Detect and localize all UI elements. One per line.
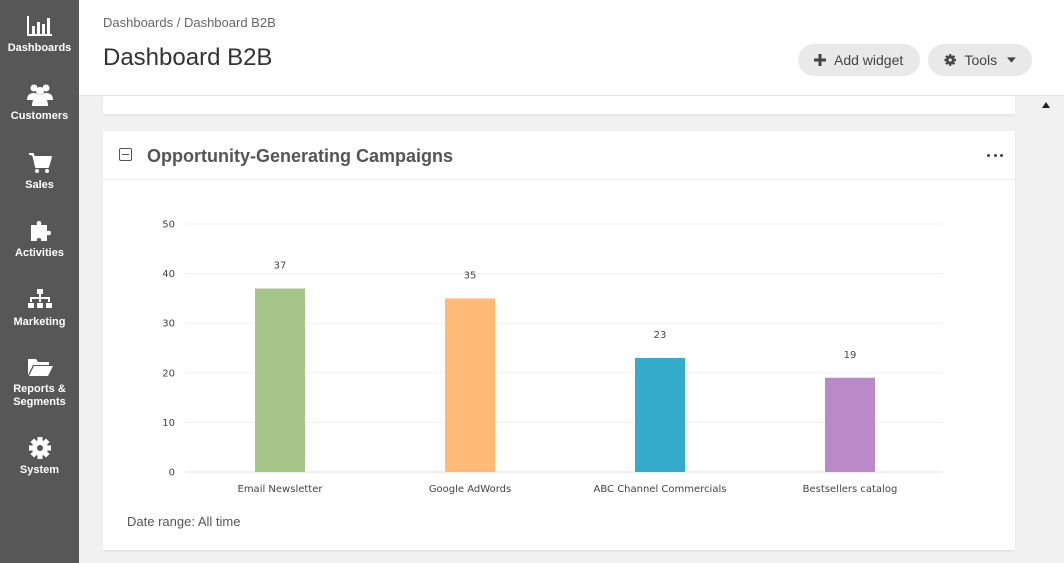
plus-icon xyxy=(814,54,826,66)
sidebar-item-dashboards[interactable]: Dashboards xyxy=(0,14,79,55)
breadcrumb-root-link[interactable]: Dashboards xyxy=(103,15,174,30)
more-options-icon[interactable] xyxy=(987,147,1003,163)
sidebar-label-reports-line2: Segments xyxy=(13,396,66,408)
page-title: Dashboard B2B xyxy=(103,44,273,71)
sidebar-label-reports-line1: Reports & xyxy=(13,383,66,395)
gear-icon xyxy=(944,54,956,66)
sidebar-item-system[interactable]: System xyxy=(0,436,79,477)
sidebar-item-sales[interactable]: Sales xyxy=(0,151,79,192)
sidebar-label-customers: Customers xyxy=(10,110,69,122)
bar-chart-icon xyxy=(26,16,52,36)
date-range-label: Date range: All time xyxy=(127,514,241,529)
campaigns-bar-chart: 0 10 20 30 40 50 37 35 23 19 Email Newsletter Goo… xyxy=(162,220,943,495)
gear-icon xyxy=(28,437,51,459)
sidebar-item-reports-segments[interactable]: Reports & Segments xyxy=(0,355,79,409)
bar[interactable] xyxy=(635,357,685,472)
breadcrumb: Dashboards / Dashboard B2B xyxy=(103,15,276,30)
chart-grid xyxy=(185,223,943,473)
sidebar-item-customers[interactable]: Customers xyxy=(0,82,79,123)
x-tick-label: Email Newsletter xyxy=(238,484,324,495)
sidebar-item-marketing[interactable]: Marketing xyxy=(0,288,79,329)
puzzle-icon xyxy=(30,221,51,241)
sidebar-label-reports: Reports & Segments xyxy=(0,383,79,409)
previous-widget-bottom-edge xyxy=(103,96,1015,115)
data-label: 35 xyxy=(464,270,477,281)
y-tick-label: 20 xyxy=(162,368,175,379)
y-tick-label: 10 xyxy=(162,418,175,429)
breadcrumb-current: Dashboard B2B xyxy=(183,15,276,30)
x-tick-label: Bestsellers catalog xyxy=(803,484,898,495)
sidebar-label-marketing: Marketing xyxy=(13,316,66,328)
add-widget-label: Add widget xyxy=(834,52,904,68)
sitemap-icon xyxy=(27,289,52,308)
sidebar-item-activities[interactable]: Activities xyxy=(0,219,79,260)
bar[interactable] xyxy=(255,288,305,472)
scroll-up-arrow-icon[interactable] xyxy=(1042,102,1050,108)
data-label: 23 xyxy=(654,330,667,341)
x-tick-label: Google AdWords xyxy=(429,484,511,495)
shopping-cart-icon xyxy=(28,153,52,173)
sidebar-label-system: System xyxy=(19,464,60,476)
y-tick-label: 0 xyxy=(169,468,175,479)
main-sidebar: Dashboards Customers Sales Activities xyxy=(0,0,79,563)
bar[interactable] xyxy=(445,298,495,472)
sidebar-label-dashboards: Dashboards xyxy=(7,42,72,54)
collapse-icon[interactable] xyxy=(119,148,132,161)
chart-bars: 37 35 23 19 xyxy=(255,260,875,472)
y-tick-label: 50 xyxy=(162,220,175,231)
page-header: Dashboards / Dashboard B2B Dashboard B2B… xyxy=(79,0,1064,96)
tools-label: Tools xyxy=(964,52,998,68)
folder-icon xyxy=(27,359,53,376)
x-axis-labels: Email Newsletter Google AdWords ABC Channe… xyxy=(238,484,898,495)
campaigns-widget: Opportunity-Generating Campaigns 0 10 20 30… xyxy=(103,131,1015,550)
x-tick-label: ABC Channel Commercials xyxy=(594,484,727,495)
widget-header: Opportunity-Generating Campaigns xyxy=(103,131,1015,180)
bar[interactable] xyxy=(825,377,875,472)
sidebar-label-activities: Activities xyxy=(15,247,64,259)
breadcrumb-separator: / xyxy=(173,15,184,30)
data-label: 19 xyxy=(844,350,857,361)
y-tick-label: 40 xyxy=(162,269,175,280)
data-label: 37 xyxy=(274,260,287,271)
users-icon xyxy=(26,84,53,106)
add-widget-button[interactable]: Add widget xyxy=(798,44,920,76)
widget-title: Opportunity-Generating Campaigns xyxy=(147,146,454,166)
caret-down-icon xyxy=(1007,57,1016,63)
sidebar-label-sales: Sales xyxy=(25,179,54,191)
tools-dropdown-button[interactable]: Tools xyxy=(928,44,1032,76)
y-axis-ticks: 0 10 20 30 40 50 xyxy=(162,220,175,479)
y-tick-label: 30 xyxy=(162,319,175,330)
page-scrollbar[interactable] xyxy=(1038,96,1056,563)
